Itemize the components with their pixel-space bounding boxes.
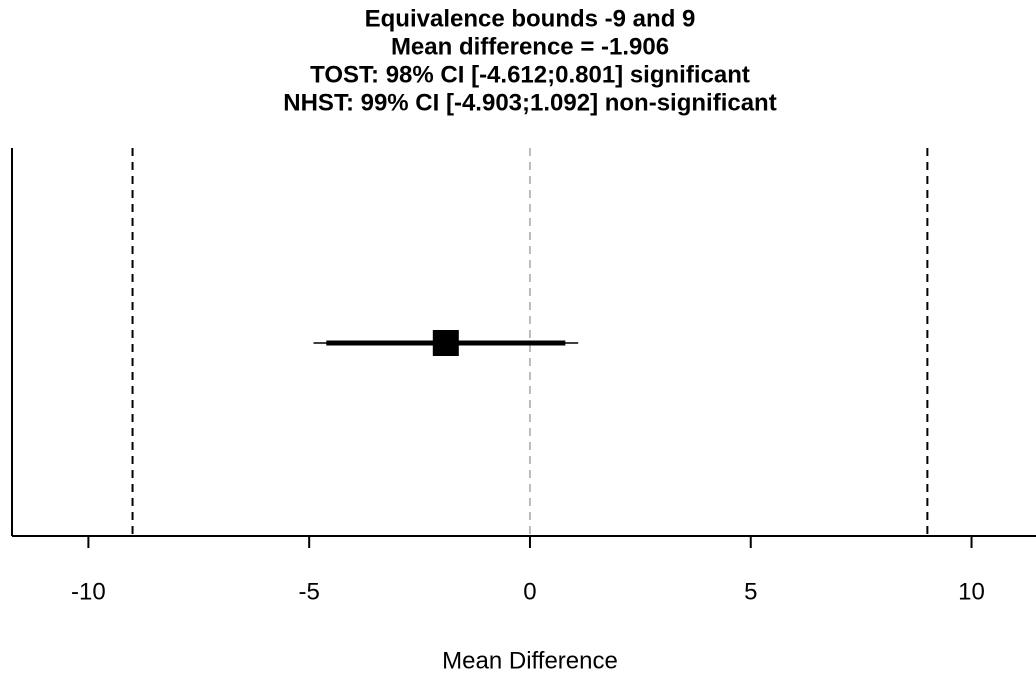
chart-title: TOST: 98% CI [-4.612;0.801] significant [310,61,750,88]
x-tick-label: 5 [744,578,757,605]
chart-title: NHST: 99% CI [-4.903;1.092] non-signific… [283,89,776,116]
estimate-point [432,330,459,356]
x-tick-label: -5 [299,578,320,605]
chart-title: Equivalence bounds -9 and 9 [365,5,696,32]
x-tick-label: 10 [958,578,985,605]
x-tick-label: -10 [71,578,106,605]
chart-title: Mean difference = -1.906 [391,33,669,60]
x-axis-label: Mean Difference [442,647,618,674]
x-tick-label: 0 [523,578,536,605]
